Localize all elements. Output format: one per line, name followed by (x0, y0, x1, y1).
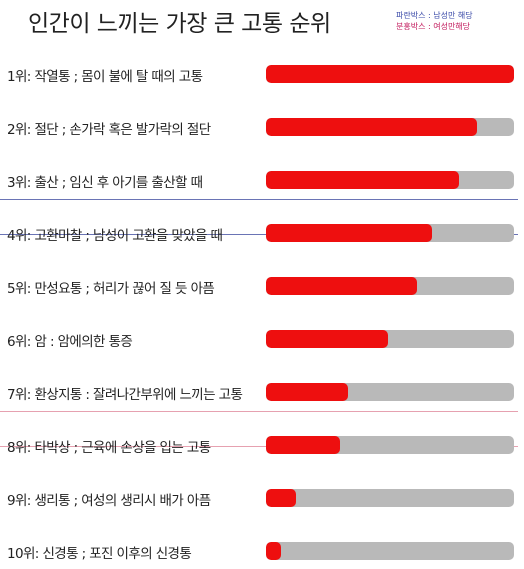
bar-label: 10위: 신경통 ; 포진 이후의 신경통 (7, 546, 192, 562)
bar-track (266, 277, 514, 295)
female-only-frame (0, 411, 518, 447)
bar-row: 10위: 신경통 ; 포진 이후의 신경통 (0, 533, 524, 569)
bar-fill (266, 224, 433, 242)
bar-label: 3위: 출산 ; 임신 후 아기를 출산할 때 (7, 175, 203, 191)
bar-fill (266, 489, 296, 507)
bar-track (266, 65, 514, 83)
bar-track (266, 118, 514, 136)
bar-row: 8위: 타박상 ; 근육에 손상을 입는 고통 (0, 427, 524, 463)
bar-track (266, 330, 514, 348)
male-only-frame (0, 199, 518, 235)
bar-fill (266, 118, 477, 136)
bar-track (266, 489, 514, 507)
bar-track (266, 171, 514, 189)
bar-track (266, 542, 514, 560)
bar-fill (266, 383, 348, 401)
bar-row: 1위: 작열통 ; 몸이 불에 탈 때의 고통 (0, 56, 524, 92)
bar-row: 9위: 생리통 ; 여성의 생리시 배가 아픔 (0, 480, 524, 516)
bar-fill (266, 542, 281, 560)
bar-label: 5위: 만성요통 ; 허리가 끊어 질 듯 아픔 (7, 281, 215, 297)
bar-label: 8위: 타박상 ; 근육에 손상을 입는 고통 (7, 440, 211, 456)
bar-label: 6위: 암 : 암에의한 통증 (7, 334, 133, 350)
bar-track (266, 436, 514, 454)
bar-label: 7위: 환상지통 : 잘려나간부위에 느끼는 고통 (7, 387, 243, 403)
bar-row: 5위: 만성요통 ; 허리가 끊어 질 듯 아픔 (0, 268, 524, 304)
chart-title: 인간이 느끼는 가장 큰 고통 순위 (28, 11, 331, 37)
bar-label: 1위: 작열통 ; 몸이 불에 탈 때의 고통 (7, 69, 203, 85)
bar-row: 4위: 고환마찰 ; 남성이 고환을 맞았을 때 (0, 215, 524, 251)
bar-fill (266, 65, 514, 83)
bar-label: 2위: 절단 ; 손가락 혹은 발가락의 절단 (7, 122, 211, 138)
bar-label: 9위: 생리통 ; 여성의 생리시 배가 아픔 (7, 493, 211, 509)
bar-row: 2위: 절단 ; 손가락 혹은 발가락의 절단 (0, 109, 524, 145)
bar-row: 6위: 암 : 암에의한 통증 (0, 321, 524, 357)
bar-track (266, 224, 514, 242)
bar-fill (266, 171, 460, 189)
bar-fill (266, 330, 388, 348)
legend-male-only: 파란박스 : 남성만 해당 (396, 11, 473, 20)
bar-track (266, 383, 514, 401)
bar-fill (266, 436, 341, 454)
legend: 파란박스 : 남성만 해당 분홍박스 : 여성만해당 (396, 10, 473, 32)
bar-fill (266, 277, 418, 295)
legend-female-only: 분홍박스 : 여성만해당 (396, 22, 471, 31)
bar-label: 4위: 고환마찰 ; 남성이 고환을 맞았을 때 (7, 228, 223, 244)
bar-row: 3위: 출산 ; 임신 후 아기를 출산할 때 (0, 162, 524, 198)
bar-row: 7위: 환상지통 : 잘려나간부위에 느끼는 고통 (0, 374, 524, 410)
